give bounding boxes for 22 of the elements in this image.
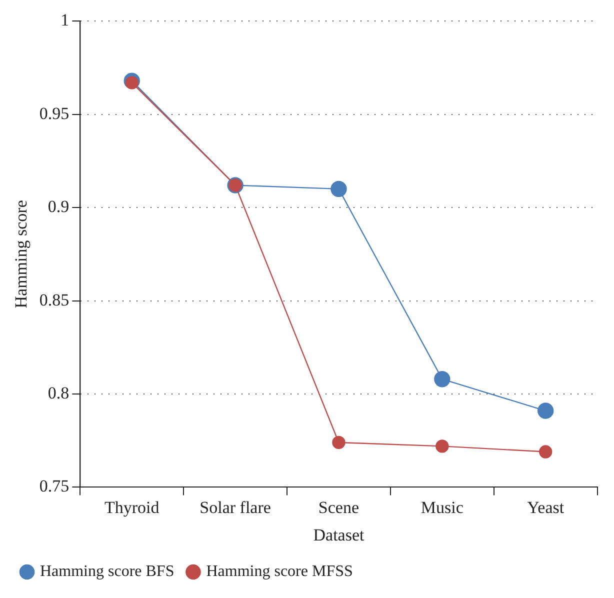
y-tick-label: 0.95 [39,104,70,123]
y-axis-title: Hamming score [12,200,31,308]
x-tick-label: Music [420,498,464,517]
legend-label: Hamming score BFS [40,563,174,580]
y-tick-label: 0.9 [48,197,70,216]
y-tick-label: 0.8 [48,383,70,402]
y-tick-label: 0.75 [39,476,70,496]
x-tick-label: Thyroid [104,498,160,517]
legend-label: Hamming score MFSS [206,563,353,580]
point [436,440,449,453]
point [434,370,450,388]
x-tick-label: Yeast [527,498,564,517]
point [537,402,554,419]
y-tick-label: 0.85 [39,290,70,310]
x-axis-title: Dataset [313,525,364,544]
x-tick-label: Solar flare [200,498,271,517]
point [125,76,138,90]
point [330,180,347,198]
y-tick-label: 1 [60,10,70,30]
point [332,436,346,450]
x-tick-label: Scene [318,498,360,517]
point [538,445,552,458]
